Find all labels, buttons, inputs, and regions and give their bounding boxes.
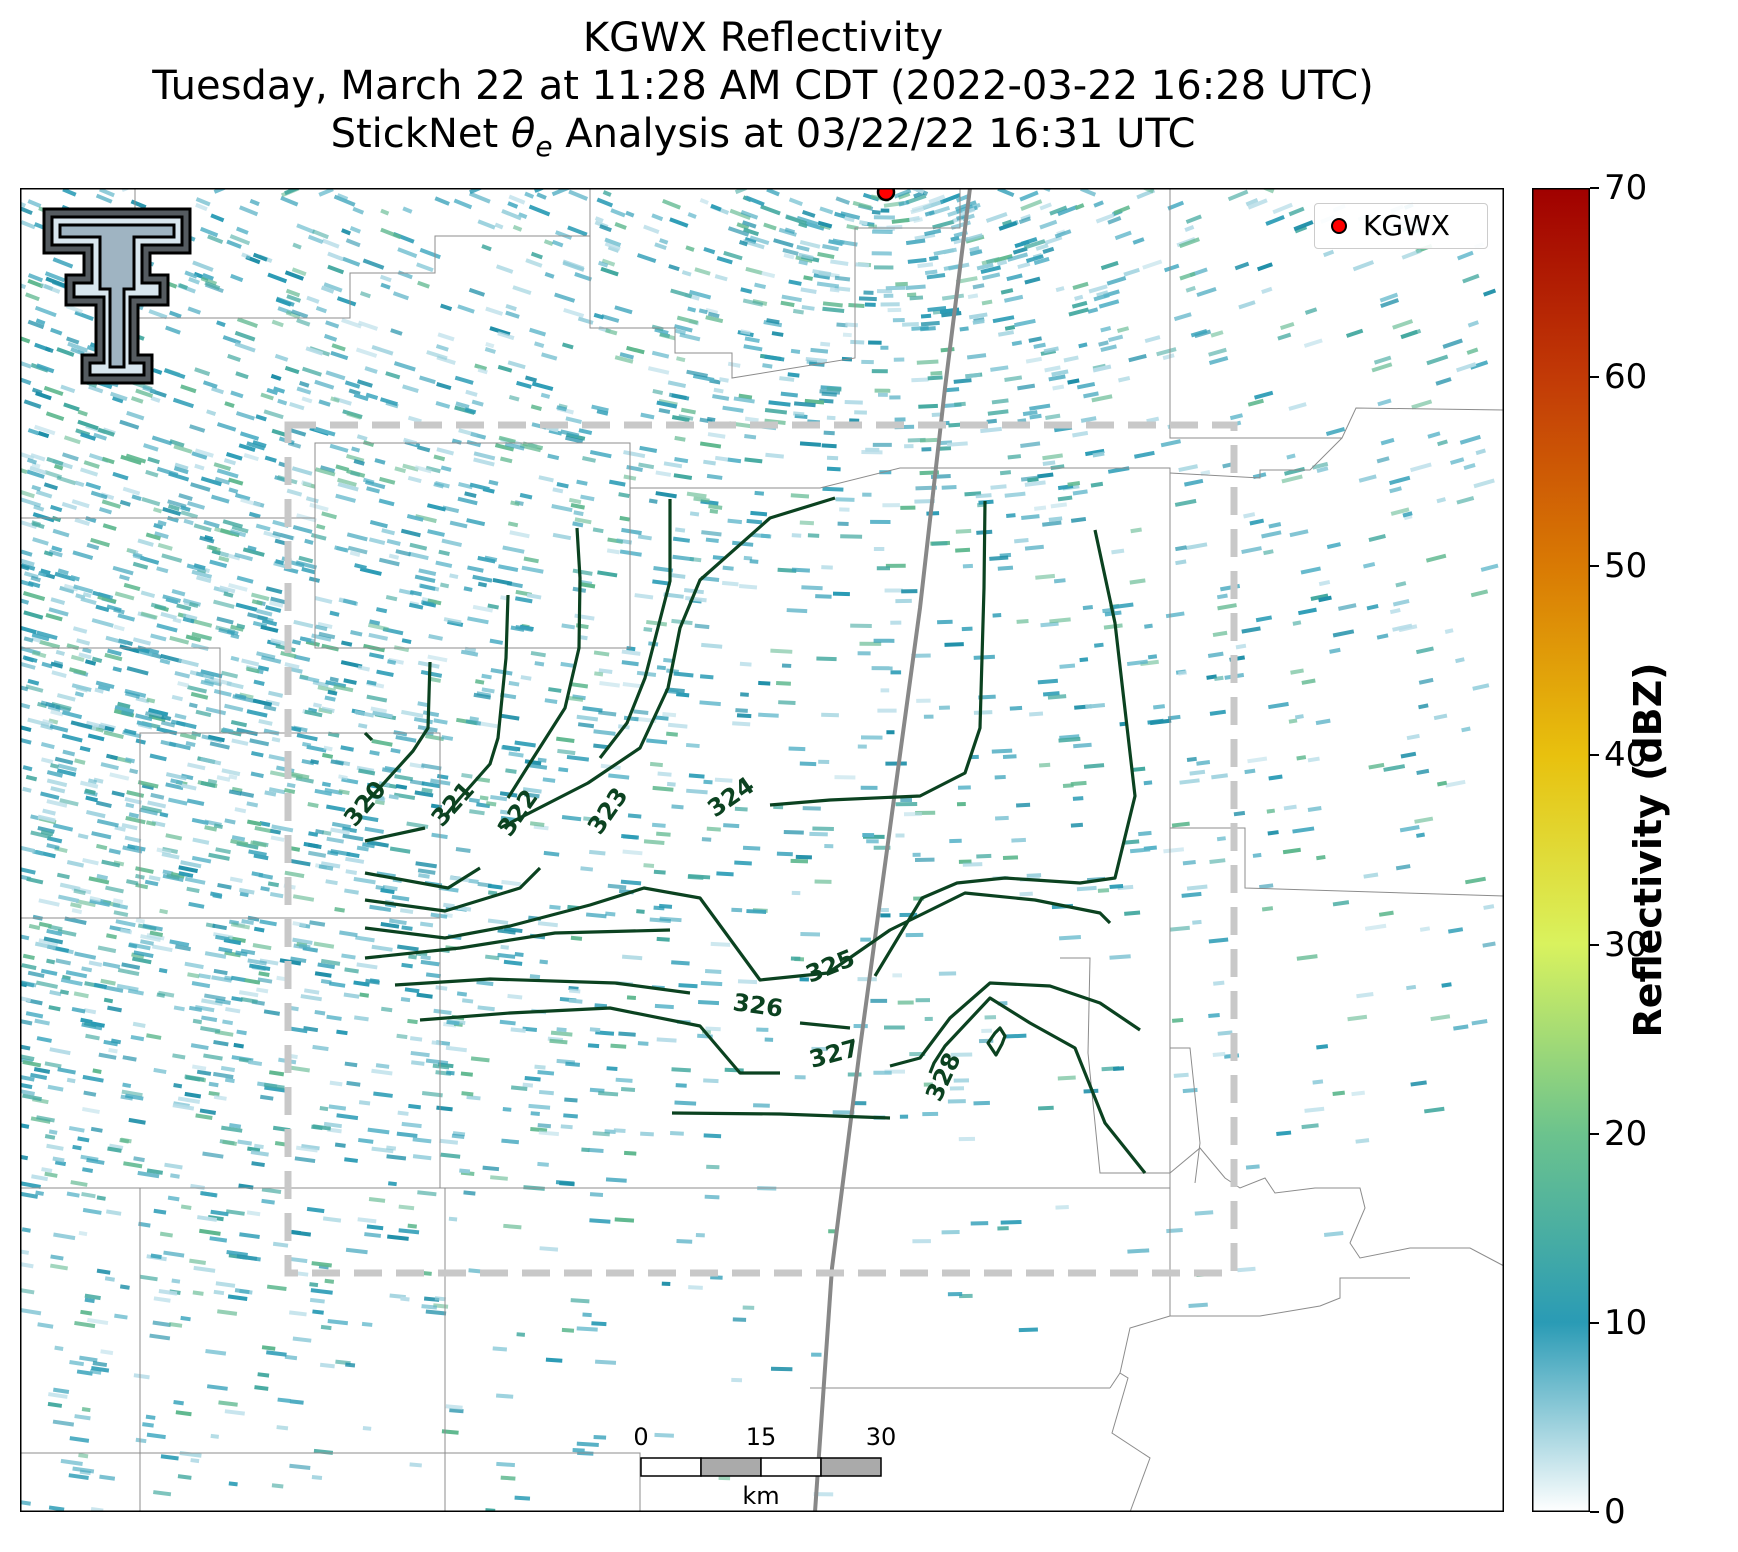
reflectivity-map: 320 321 322 323 324 325 326 327 328: [20, 188, 1504, 1512]
scale-unit-label: km: [742, 1482, 780, 1510]
theta-e-contours: [363, 496, 1147, 1174]
colorbar-tick-mark: [1590, 1511, 1599, 1513]
title-line-3: StickNet θe Analysis at 03/22/22 16:31 U…: [330, 111, 1196, 163]
contour-322: [364, 527, 582, 913]
interstate-highway: [813, 188, 972, 1512]
texas-tech-double-t-logo: [42, 207, 192, 385]
radar-site-kgwx: [876, 188, 896, 202]
scale-bar: [640, 1457, 882, 1477]
colorbar-tick-70: 70: [1604, 168, 1648, 208]
contour-323: [364, 499, 1112, 982]
colorbar-tick-20: 20: [1604, 1113, 1648, 1154]
contour-324: [364, 496, 836, 960]
colorbar-tick-mark: [1590, 1321, 1599, 1324]
reflectivity-echoes: [20, 188, 1499, 1512]
colorbar-tick-mark: [1590, 565, 1599, 568]
colorbar-tick-40: 40: [1604, 735, 1648, 776]
scale-tick-30: 30: [865, 1423, 897, 1451]
colorbar-tick-mark: [1590, 754, 1599, 757]
colorbar-tick-30: 30: [1604, 924, 1648, 965]
scale-tick-0: 0: [633, 1423, 649, 1451]
contour-328-closed: [986, 1026, 1007, 1057]
radar-site-marker-icon: [1331, 218, 1347, 234]
contour-328: [671, 996, 1147, 1174]
contour-320: [363, 661, 432, 843]
reflectivity-colorbar: [1532, 188, 1590, 1512]
colorbar-tick-mark: [1590, 943, 1599, 946]
analysis-domain-box: [284, 421, 1238, 1277]
colorbar-tick-mark: [1590, 1132, 1599, 1135]
contour-label-326: 326: [731, 988, 785, 1023]
map-title: KGWX Reflectivity Tuesday, March 22 at 1…: [20, 14, 1506, 171]
legend-label: KGWX: [1363, 209, 1450, 242]
colorbar-tick-50: 50: [1604, 546, 1648, 587]
contour-321: [364, 594, 510, 890]
colorbar-label: Reflectivity (dBZ): [1626, 662, 1670, 1038]
scale-tick-15: 15: [745, 1423, 777, 1451]
colorbar-tick-60: 60: [1604, 357, 1648, 398]
county-borders: [20, 188, 1504, 1512]
contour-325: [769, 500, 1137, 977]
title-line-1: KGWX Reflectivity: [582, 15, 944, 61]
title-line-2: Tuesday, March 22 at 11:28 AM CDT (2022-…: [152, 63, 1374, 109]
colorbar-tick-mark: [1590, 187, 1599, 189]
colorbar-tick-0: 0: [1604, 1492, 1626, 1532]
colorbar-tick-10: 10: [1604, 1302, 1648, 1343]
map-legend: KGWX: [1314, 203, 1488, 249]
contour-326: [394, 977, 851, 1030]
contour-327: [419, 981, 1141, 1075]
colorbar-tick-mark: [1590, 376, 1599, 379]
